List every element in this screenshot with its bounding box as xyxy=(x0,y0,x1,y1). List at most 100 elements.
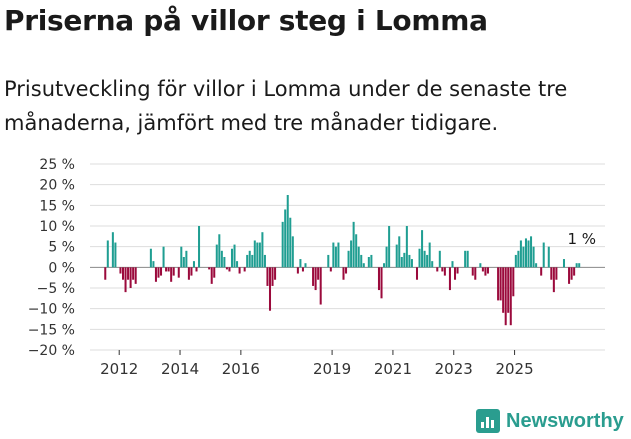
x-tick-label: 2016 xyxy=(222,360,260,378)
y-tick-label: 15 % xyxy=(39,198,75,214)
bar xyxy=(208,267,211,270)
bar xyxy=(418,248,421,268)
bar xyxy=(573,267,576,276)
bar xyxy=(319,267,322,305)
bar xyxy=(451,261,454,268)
bar xyxy=(129,267,132,288)
bar xyxy=(225,267,228,270)
bar xyxy=(484,267,487,276)
bar xyxy=(471,267,474,276)
bar xyxy=(403,252,406,268)
bar xyxy=(345,267,348,274)
bar xyxy=(299,259,302,268)
x-tick-label: 2012 xyxy=(100,360,138,378)
bar xyxy=(281,221,284,268)
bar xyxy=(448,267,451,291)
newsworthy-logo: Newsworthy xyxy=(476,409,624,433)
bar xyxy=(119,267,122,274)
bar xyxy=(251,254,254,268)
bar xyxy=(360,254,363,268)
bar xyxy=(233,244,236,268)
bar xyxy=(154,267,157,282)
bar xyxy=(121,267,125,280)
bar xyxy=(367,257,370,268)
bar xyxy=(127,267,130,280)
bar xyxy=(350,240,353,268)
bar xyxy=(512,267,515,297)
bar xyxy=(246,254,249,268)
bar xyxy=(337,242,340,268)
bar xyxy=(514,254,517,268)
y-tick-label: 5 % xyxy=(48,240,75,256)
bar xyxy=(428,242,431,268)
bar xyxy=(370,254,373,268)
bar xyxy=(152,261,155,268)
bar xyxy=(111,232,114,268)
bar xyxy=(291,236,294,268)
bar xyxy=(134,267,137,284)
bar xyxy=(261,232,264,268)
bar xyxy=(555,267,558,280)
bar xyxy=(286,195,289,268)
bar xyxy=(453,267,457,280)
bar xyxy=(517,250,520,268)
x-axis-ticks: 2012 2014 2016 2019 2021 2023 2025 xyxy=(100,350,534,378)
brand-name: Newsworthy xyxy=(506,409,624,432)
bar xyxy=(377,267,380,291)
bar xyxy=(464,250,467,268)
bar xyxy=(530,236,533,268)
y-tick-label: 10 % xyxy=(39,219,75,235)
bar xyxy=(192,261,195,268)
bar xyxy=(398,236,401,268)
bar xyxy=(132,267,135,280)
bar xyxy=(380,267,383,299)
bar xyxy=(443,267,446,276)
bar xyxy=(170,267,173,282)
y-tick-label: −20 % xyxy=(28,343,75,359)
bar xyxy=(542,242,545,268)
bar xyxy=(243,267,246,272)
bar xyxy=(562,259,566,268)
bar xyxy=(256,242,259,268)
bar xyxy=(423,250,426,268)
latest-value-label: 1 % xyxy=(567,230,596,248)
bar xyxy=(195,267,198,272)
bar xyxy=(172,267,175,276)
chart-subtitle: Prisutveckling för villor i Lomma under … xyxy=(4,77,568,135)
bar xyxy=(388,226,391,268)
bar xyxy=(504,267,507,326)
bar xyxy=(104,267,107,280)
bar xyxy=(177,267,180,278)
y-tick-label: −10 % xyxy=(28,302,75,318)
bar xyxy=(431,261,434,268)
newsworthy-logo-icon xyxy=(476,409,500,433)
bar xyxy=(334,246,337,268)
bar xyxy=(230,248,234,268)
bar xyxy=(524,238,527,268)
bar xyxy=(347,250,350,268)
bar xyxy=(519,240,522,268)
bar xyxy=(215,244,218,268)
bar xyxy=(497,267,500,301)
bar xyxy=(540,267,543,276)
bar xyxy=(296,267,299,274)
bar xyxy=(304,263,307,268)
bar xyxy=(385,246,388,268)
bar xyxy=(167,267,170,272)
bar xyxy=(415,267,419,280)
bar xyxy=(481,267,484,272)
bar xyxy=(466,250,469,268)
bar xyxy=(329,267,332,272)
bar xyxy=(198,226,201,268)
y-tick-label: −5 % xyxy=(37,281,75,297)
bar xyxy=(532,246,535,268)
bar xyxy=(509,267,512,326)
x-tick-label: 2014 xyxy=(161,360,199,378)
bar xyxy=(362,263,365,268)
grid-lines xyxy=(90,163,605,351)
bar xyxy=(507,267,510,313)
bar xyxy=(438,250,441,268)
y-tick-label: −15 % xyxy=(28,322,75,338)
bar xyxy=(317,267,320,280)
